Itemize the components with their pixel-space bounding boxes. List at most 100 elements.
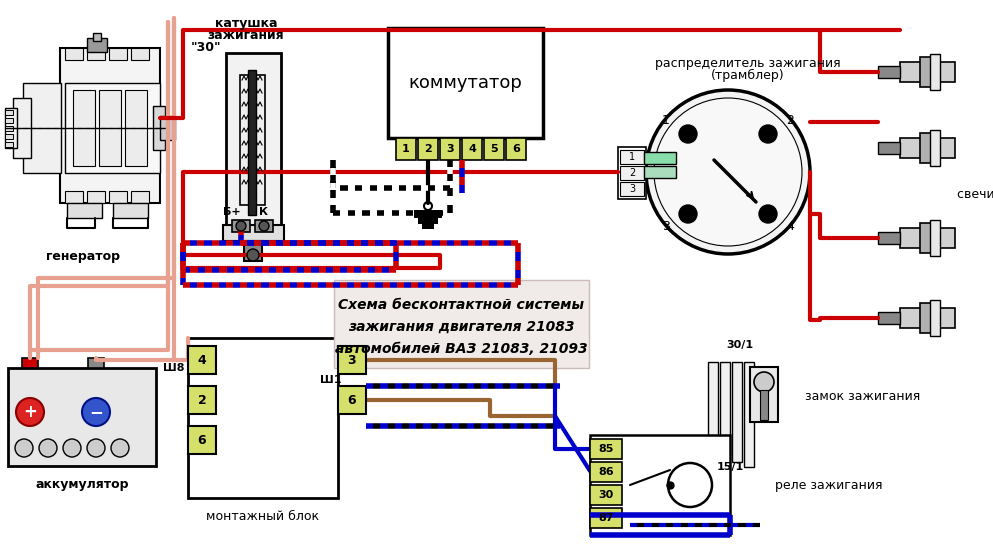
Bar	[878, 66, 900, 78]
Text: 1: 1	[662, 114, 670, 127]
Bar	[338, 386, 366, 414]
Bar	[248, 70, 256, 215]
Bar	[900, 228, 955, 248]
Bar	[462, 138, 482, 160]
Bar	[590, 435, 730, 535]
Text: 86: 86	[598, 467, 614, 477]
Bar	[878, 232, 900, 244]
Circle shape	[424, 202, 432, 210]
Text: 3: 3	[348, 353, 356, 366]
Bar	[418, 138, 438, 160]
Bar	[65, 83, 160, 173]
Bar	[223, 225, 284, 241]
Circle shape	[236, 221, 246, 231]
Text: 4: 4	[198, 353, 207, 366]
Bar	[73, 90, 95, 166]
Circle shape	[654, 98, 802, 246]
Bar	[109, 191, 127, 203]
Bar	[930, 300, 940, 336]
Bar	[414, 210, 442, 218]
Bar	[644, 166, 676, 178]
Bar	[226, 53, 281, 228]
Bar	[153, 106, 165, 150]
Text: 2: 2	[198, 394, 207, 407]
Bar	[920, 57, 940, 87]
Text: свечи зажигания: свечи зажигания	[957, 188, 993, 201]
Bar	[900, 138, 955, 158]
Bar	[590, 485, 622, 505]
Bar	[88, 358, 104, 368]
Bar	[744, 362, 754, 467]
Bar	[109, 48, 127, 60]
Text: 15/1: 15/1	[716, 462, 744, 472]
Circle shape	[87, 439, 105, 457]
Text: 30/1: 30/1	[727, 340, 754, 350]
Bar	[708, 362, 718, 452]
Text: "30": "30"	[191, 41, 221, 54]
Bar	[87, 38, 107, 52]
Text: 4: 4	[786, 221, 794, 234]
Bar	[65, 191, 83, 203]
Circle shape	[679, 205, 697, 223]
Text: 6: 6	[198, 434, 207, 447]
Bar	[644, 152, 676, 164]
Bar	[620, 166, 644, 180]
Circle shape	[679, 125, 697, 143]
Circle shape	[16, 398, 44, 426]
Bar	[188, 386, 216, 414]
Bar	[65, 48, 83, 60]
Text: (трамблер): (трамблер)	[711, 69, 784, 82]
Bar	[422, 224, 434, 229]
Bar	[930, 130, 940, 166]
Bar	[920, 133, 940, 163]
Text: Ш1: Ш1	[320, 375, 342, 385]
Bar	[13, 98, 31, 158]
Text: монтажный блок: монтажный блок	[207, 510, 320, 523]
Text: 4: 4	[468, 144, 476, 154]
Circle shape	[63, 439, 81, 457]
Bar	[760, 390, 768, 420]
Text: 3: 3	[446, 144, 454, 154]
Bar	[99, 90, 121, 166]
Circle shape	[668, 463, 712, 507]
Text: 3: 3	[629, 184, 636, 194]
Text: 1: 1	[629, 152, 636, 162]
Circle shape	[39, 439, 57, 457]
Bar	[590, 508, 622, 528]
Bar	[620, 150, 644, 164]
Bar	[113, 203, 148, 218]
Text: коммутатор: коммутатор	[408, 74, 522, 92]
Text: зажигания: зажигания	[208, 29, 284, 42]
Circle shape	[646, 90, 810, 254]
Bar	[334, 280, 589, 368]
Circle shape	[759, 205, 777, 223]
Circle shape	[759, 125, 777, 143]
Bar	[5, 126, 13, 131]
Bar	[732, 362, 742, 462]
Bar	[232, 220, 250, 232]
Text: 6: 6	[348, 394, 356, 407]
Bar	[618, 147, 646, 199]
Bar	[590, 439, 622, 459]
Text: Б+: Б+	[223, 207, 241, 217]
Text: −: −	[89, 403, 103, 421]
Bar	[93, 33, 101, 41]
Bar	[23, 83, 61, 173]
Text: генератор: генератор	[46, 250, 120, 263]
Bar	[60, 48, 160, 203]
Bar	[131, 191, 149, 203]
Circle shape	[259, 221, 269, 231]
Bar	[5, 134, 13, 139]
Bar	[620, 182, 644, 196]
Text: 6: 6	[512, 144, 520, 154]
Bar	[418, 218, 438, 224]
Bar	[720, 362, 730, 457]
Bar	[396, 138, 416, 160]
Text: аккумулятор: аккумулятор	[35, 478, 129, 491]
Text: 85: 85	[599, 444, 614, 454]
Text: 2: 2	[629, 168, 636, 178]
Bar	[440, 138, 460, 160]
Bar	[87, 191, 105, 203]
Text: 87: 87	[598, 513, 614, 523]
Text: +: +	[23, 403, 37, 421]
